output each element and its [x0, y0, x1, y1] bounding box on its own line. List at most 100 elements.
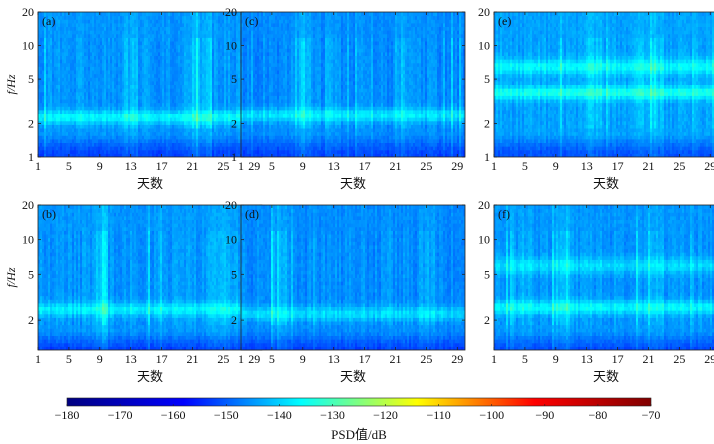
y-tick-label: 10 — [478, 233, 490, 247]
x-tick-label: 21 — [389, 159, 401, 173]
x-tick-label: 29 — [451, 159, 463, 173]
x-tick-label: 29 — [248, 159, 260, 173]
x-tick-label: 1 — [35, 352, 41, 366]
x-tick-label: 13 — [125, 159, 137, 173]
x-tick-label: 5 — [522, 159, 528, 173]
x-tick-label: 25 — [420, 352, 432, 366]
spectrogram — [241, 12, 465, 157]
y-tick-label: 5 — [28, 267, 34, 281]
y-tick-label: 2 — [231, 116, 237, 130]
x-tick-label: 13 — [581, 159, 593, 173]
x-tick-label: 5 — [66, 352, 72, 366]
x-tick-label: 5 — [269, 159, 275, 173]
x-tick-label: 1 — [491, 352, 497, 366]
y-tick-label: 10 — [225, 233, 237, 247]
x-tick-label: 21 — [642, 352, 654, 366]
x-tick-label: 17 — [359, 352, 371, 366]
x-tick-label: 17 — [359, 159, 371, 173]
y-tick-label: 2 — [484, 116, 490, 130]
y-tick-label: 5 — [28, 72, 34, 86]
x-tick-label: 21 — [642, 159, 654, 173]
x-tick-label: 25 — [217, 159, 229, 173]
y-tick-label: 20 — [478, 5, 490, 19]
x-tick-label: 17 — [156, 159, 168, 173]
y-tick-label: 1 — [231, 150, 237, 164]
panel-label: (e) — [498, 14, 511, 28]
x-tick-label: 5 — [269, 352, 275, 366]
x-tick-label: 25 — [217, 352, 229, 366]
x-tick-label: 17 — [612, 352, 624, 366]
x-tick-label: 9 — [553, 352, 559, 366]
y-tick-label: 20 — [225, 5, 237, 19]
plot-frame — [240, 11, 466, 158]
colorbar-tick-label: −160 — [161, 408, 186, 422]
colorbar-tick-label: −120 — [373, 408, 398, 422]
x-tick-label: 21 — [186, 159, 198, 173]
panel-label: (c) — [245, 14, 258, 28]
x-tick-label: 17 — [612, 159, 624, 173]
panel-label: (b) — [42, 207, 56, 221]
y-axis-label: f/Hz — [4, 74, 18, 94]
y-tick-label: 2 — [484, 313, 490, 327]
y-tick-label: 2 — [28, 116, 34, 130]
y-tick-label: 10 — [478, 39, 490, 53]
colorbar-tick-label: −70 — [642, 408, 661, 422]
y-tick-label: 20 — [22, 198, 34, 212]
x-tick-label: 25 — [673, 159, 685, 173]
plot-frame — [493, 204, 714, 351]
colorbar-tick-label: −80 — [589, 408, 608, 422]
x-tick-label: 13 — [125, 352, 137, 366]
colorbar-tick-label: −170 — [108, 408, 133, 422]
x-tick-label: 25 — [673, 352, 685, 366]
x-tick-label: 1 — [491, 159, 497, 173]
x-tick-label: 1 — [35, 159, 41, 173]
colorbar-tick-label: −110 — [426, 408, 450, 422]
colorbar-label: PSD值/dB — [331, 427, 387, 442]
colorbar-gradient — [66, 397, 652, 407]
psd-colorbar: −180 −170 −160 −150 −140 −130 −120 −110 −100 −90 −… — [55, 397, 661, 442]
y-tick-label: 5 — [484, 267, 490, 281]
colorbar-tick-label: −100 — [479, 408, 504, 422]
x-tick-label: 29 — [248, 352, 260, 366]
y-tick-label: 1 — [484, 150, 490, 164]
x-tick-label: 5 — [522, 352, 528, 366]
spectrogram — [38, 205, 262, 350]
x-tick-label: 1 — [238, 159, 244, 173]
x-tick-label: 13 — [328, 352, 340, 366]
y-tick-label: 2 — [28, 313, 34, 327]
x-tick-label: 9 — [97, 159, 103, 173]
y-tick-label: 5 — [231, 72, 237, 86]
colorbar-tick-label: −90 — [535, 408, 554, 422]
x-tick-label: 9 — [300, 352, 306, 366]
x-tick-label: 9 — [553, 159, 559, 173]
x-axis-label: 天数 — [137, 176, 163, 191]
plot-frame — [493, 11, 714, 158]
x-tick-label: 17 — [156, 352, 168, 366]
y-tick-label: 5 — [231, 267, 237, 281]
y-tick-label: 10 — [225, 39, 237, 53]
y-tick-label: 10 — [22, 233, 34, 247]
spectrogram — [494, 205, 714, 350]
x-tick-label: 9 — [97, 352, 103, 366]
x-tick-label: 25 — [420, 159, 432, 173]
colorbar-tick-label: −140 — [267, 408, 292, 422]
panel-label: (a) — [42, 14, 55, 28]
y-tick-label: 20 — [225, 198, 237, 212]
y-tick-label: 1 — [28, 150, 34, 164]
x-tick-label: 21 — [186, 352, 198, 366]
x-tick-label: 29 — [704, 159, 714, 173]
y-tick-label: 10 — [22, 39, 34, 53]
plot-frame — [240, 204, 466, 351]
y-axis-label: f/Hz — [4, 267, 18, 287]
y-tick-label: 2 — [231, 313, 237, 327]
x-tick-label: 5 — [66, 159, 72, 173]
x-tick-label: 29 — [451, 352, 463, 366]
colorbar-tick-label: −150 — [214, 408, 239, 422]
panel-label: (d) — [245, 207, 259, 221]
